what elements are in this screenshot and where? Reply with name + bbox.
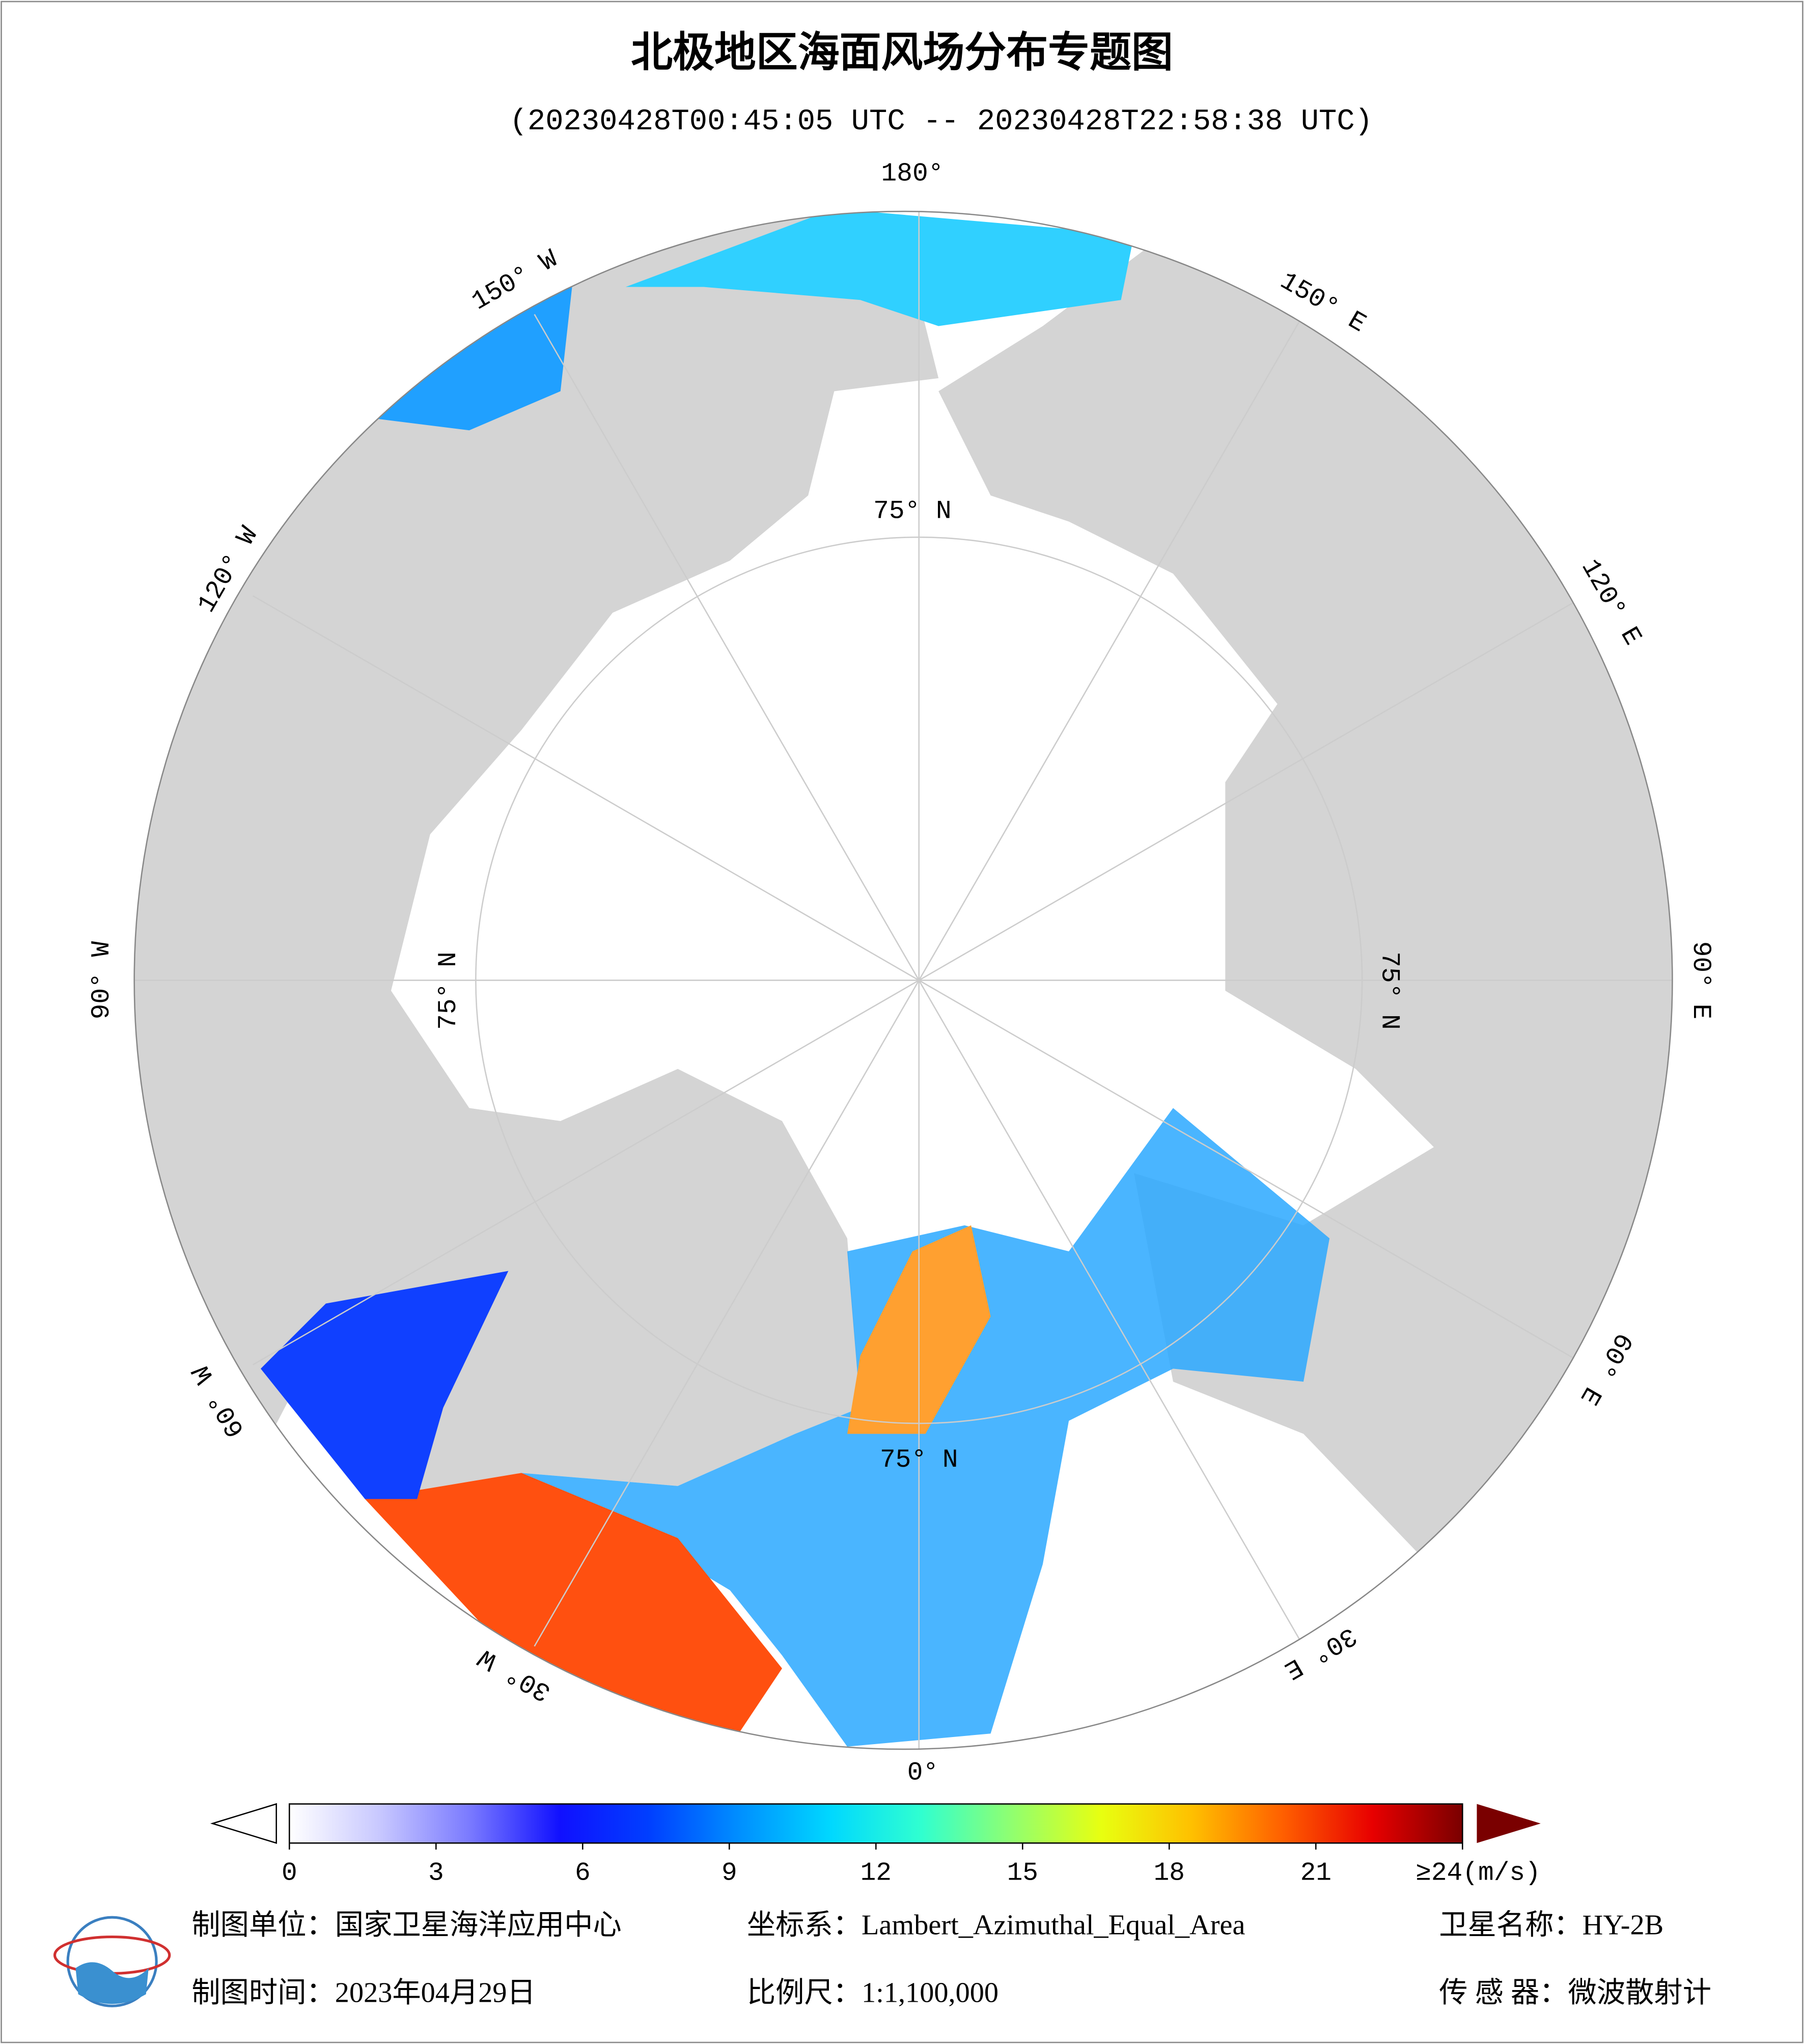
footer-scale: 比例尺：1:1,100,000 [747, 1977, 998, 2009]
footer-satellite: 卫星名称：HY-2B [1439, 1910, 1663, 1941]
colorbar-under [210, 1803, 277, 1844]
lat-label: 75° N [1374, 951, 1404, 1030]
footer-unit: 制图单位：国家卫星海洋应用中心 [191, 1910, 621, 1941]
subtitle: (20230428T00:45:05 UTC -- 20230428T22:58… [510, 104, 1373, 138]
lat-label: 75° N [434, 951, 463, 1030]
colorbar-tick-label: 18 [1154, 1859, 1185, 1888]
colorbar-tick-label: 0 [282, 1859, 297, 1888]
lon-label: 0° [907, 1758, 938, 1788]
graticule [134, 211, 1673, 1749]
footer-crs: 坐标系：Lambert_Azimuthal_Equal_Area [747, 1910, 1245, 1941]
colorbar-tick-label: 6 [575, 1859, 591, 1888]
footer-sensor: 传 感 器：微波散射计 [1439, 1977, 1711, 2009]
colorbar-tick-label: ≥24(m/s) [1416, 1859, 1541, 1888]
lon-label: 180° [881, 159, 944, 188]
colorbar-tick-label: 3 [428, 1859, 444, 1888]
colorbar-body [289, 1803, 1463, 1844]
lon-label: 90° W [87, 941, 117, 1020]
wind-field-weak [260, 1271, 509, 1499]
lat-label: 75° N [873, 497, 952, 526]
colorbar-over [1477, 1804, 1541, 1843]
map [134, 211, 1673, 1749]
colorbar-tick-label: 9 [721, 1859, 737, 1888]
footer-date: 制图时间：2023年04月29日 [191, 1977, 536, 2009]
lat-label: 75° N [880, 1445, 958, 1475]
colorbar-tick-label: 12 [861, 1859, 892, 1888]
lon-label: 90° E [1686, 941, 1715, 1020]
wind-field-strong [365, 1473, 782, 1747]
logo [53, 1916, 171, 2007]
colorbar-tick-label: 21 [1300, 1859, 1331, 1888]
title: 北极地区海面风场分布专题图 [631, 28, 1173, 76]
colorbar-tick-label: 15 [1007, 1859, 1038, 1888]
colorbar: 0 3 6 9 12 15 18 21 ≥24(m/s) [210, 1803, 1541, 1888]
wind-field-pacific [625, 211, 1134, 326]
map-border [133, 210, 1673, 1750]
